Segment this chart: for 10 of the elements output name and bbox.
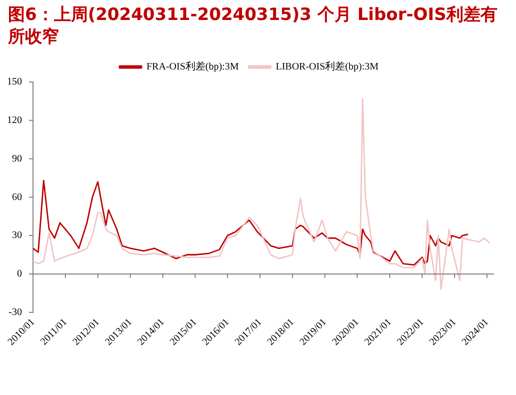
- y-tick-label: 0: [17, 268, 22, 280]
- legend-label: FRA-OIS利差(bp):3M: [146, 60, 239, 73]
- legend-label: LIBOR-OIS利差(bp):3M: [276, 60, 379, 73]
- y-tick-label: 120: [7, 115, 22, 126]
- y-tick-label: -30: [8, 306, 22, 318]
- y-tick-label: 60: [12, 192, 22, 203]
- y-tick-label: 30: [12, 230, 22, 242]
- y-tick-label: 150: [7, 76, 22, 88]
- chart-title: 图6：上周(20240311-20240315)3 个月 Libor-OIS利差有所收窄: [6, 4, 498, 49]
- y-tick-label: 90: [12, 153, 22, 164]
